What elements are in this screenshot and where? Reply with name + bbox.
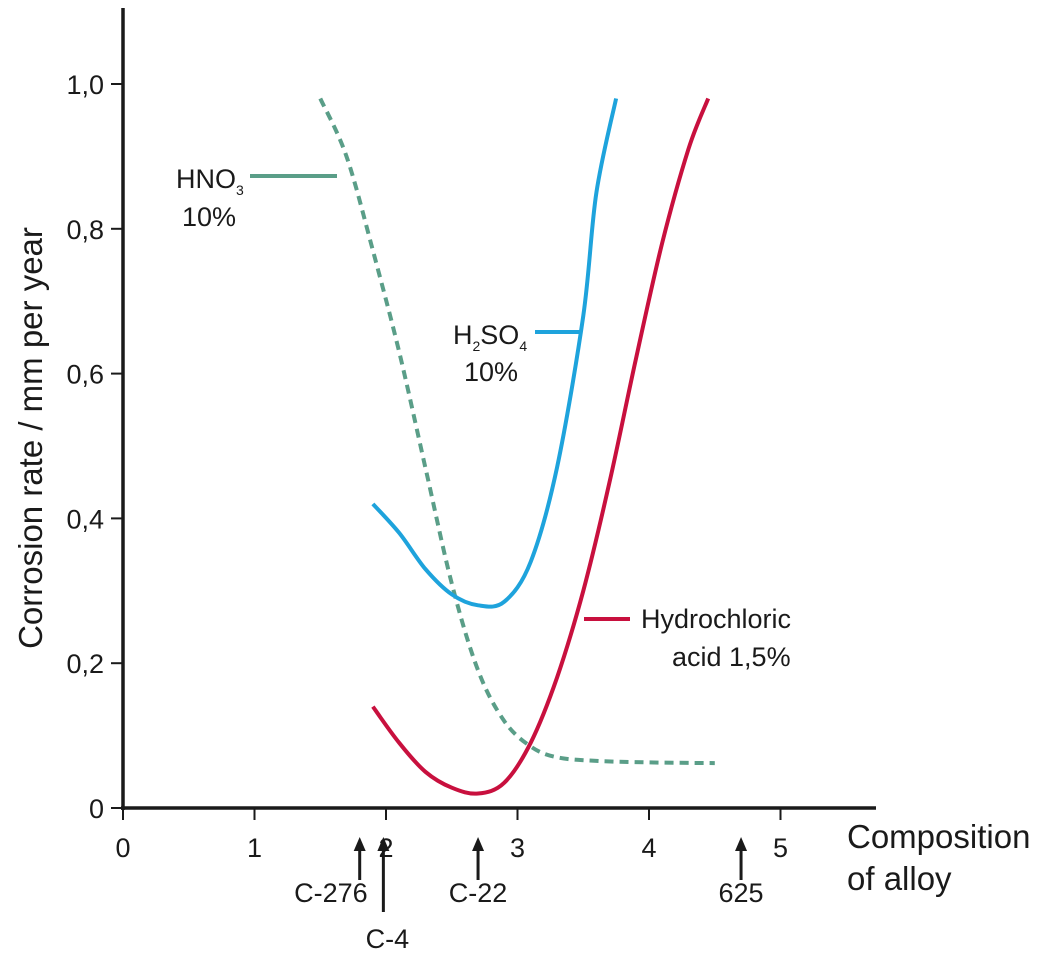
hno3-label-main: HNO (176, 164, 236, 194)
alloy-arrow-head (377, 837, 390, 851)
x-tick-label: 3 (510, 833, 525, 863)
x-axis-title-line2: of alloy (847, 860, 952, 897)
hcl-label-line1: Hydrochloric (641, 604, 791, 634)
x-tick-label: 5 (773, 833, 788, 863)
alloy-arrow-c-276 (353, 837, 366, 880)
x-ticks: 012345 (115, 808, 788, 863)
series-group (318, 97, 715, 796)
alloy-arrow-head (472, 837, 485, 851)
y-tick-label: 0,6 (66, 360, 104, 390)
h2so4-concentration: 10% (464, 357, 518, 387)
h2so4-label-subscript-4: 4 (519, 338, 527, 354)
x-axis-title-line1: Composition (847, 818, 1030, 855)
h2so4-label: H2SO4 (453, 320, 527, 354)
h2so4-label-subscript-2: 2 (473, 338, 481, 354)
y-tick-label: 0,4 (66, 504, 104, 534)
alloy-arrow-c-22 (472, 837, 485, 880)
y-ticks: 0 0,2 0,4 0,6 0,8 1,0 (66, 70, 123, 824)
y-tick-label: 0,2 (66, 649, 104, 679)
y-tick-label: 0 (89, 794, 104, 824)
y-axis-title: Corrosion rate / mm per year (12, 227, 49, 649)
x-tick-label: 4 (641, 833, 656, 863)
axes (121, 8, 876, 810)
x-tick-label: 0 (115, 833, 130, 863)
alloy-label: C-276 (294, 878, 368, 908)
alloy-arrow-c-4 (377, 837, 390, 912)
hno3-concentration: 10% (182, 202, 236, 232)
hno3-label-subscript: 3 (236, 182, 244, 198)
alloy-label: 625 (719, 878, 764, 908)
y-tick-label: 1,0 (66, 70, 104, 100)
series-callouts: HNO3 10% H2SO4 10% Hydrochloric acid 1,5… (176, 164, 791, 672)
x-tick-label: 1 (247, 833, 262, 863)
alloy-label: C-4 (366, 924, 410, 954)
alloy-markers: C-276 C-4 C-22 625 (294, 837, 764, 954)
h2so4-label-h: H (453, 320, 473, 350)
hno3-series-line (318, 97, 715, 766)
alloy-arrow-head (735, 837, 748, 851)
hcl-series-line (371, 97, 711, 796)
hcl-label-line2: acid 1,5% (672, 642, 791, 672)
y-tick-label: 0,8 (66, 215, 104, 245)
hno3-label: HNO3 (176, 164, 244, 198)
h2so4-series-line (371, 98, 619, 609)
alloy-label: C-22 (449, 878, 508, 908)
alloy-arrow-head (353, 837, 366, 851)
alloy-arrow-625 (735, 837, 748, 880)
h2so4-label-so: SO (480, 320, 519, 350)
